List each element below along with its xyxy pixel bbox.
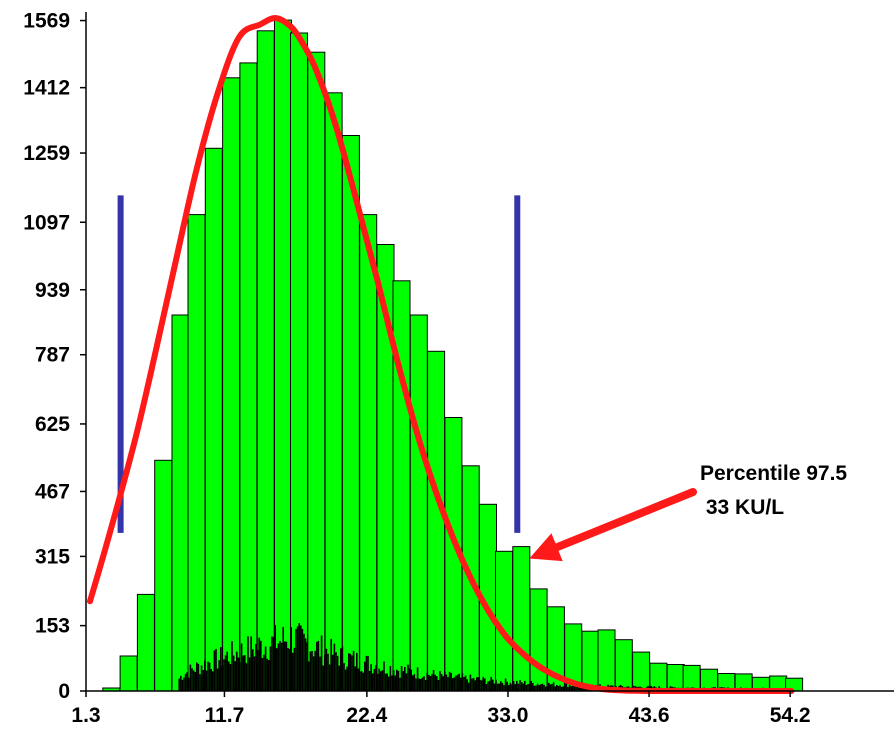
histogram-bar — [512, 546, 531, 692]
x-tick-label: 33.0 — [488, 704, 529, 726]
y-tick-label: 1412 — [23, 77, 70, 100]
x-ticks: 1.3 11.7 22.4 33.0 43.6 54.2 — [71, 691, 811, 727]
annotation-line-1: Percentile 97.5 — [700, 462, 847, 485]
y-tick-label: 315 — [35, 545, 70, 568]
reference-lines — [117, 195, 521, 533]
annotation: Percentile 97.5 33 KU/L — [529, 462, 847, 562]
histogram-bar — [359, 214, 378, 692]
histogram-bar — [290, 32, 308, 692]
histogram-bar — [256, 30, 275, 692]
y-tick-label: 625 — [35, 413, 70, 436]
y-tick-label: 1097 — [23, 211, 70, 234]
histogram-bar — [171, 314, 190, 692]
y-tick-label: 1259 — [23, 142, 70, 165]
histogram-bar — [239, 62, 258, 692]
y-tick-label: 939 — [35, 279, 70, 302]
histogram-bar — [529, 588, 548, 692]
histogram-bar — [274, 19, 292, 692]
y-tick-label: 787 — [35, 344, 70, 367]
annotation-arrow-shaft — [553, 488, 697, 552]
histogram-bar — [409, 314, 428, 692]
histogram-bar — [136, 593, 155, 692]
green-bars — [102, 19, 804, 692]
annotation-arrow-head — [529, 533, 563, 562]
x-tick-label: 54.2 — [770, 704, 811, 726]
histogram-bar — [187, 214, 206, 692]
histogram-bar — [632, 651, 651, 692]
histogram-bar — [427, 350, 446, 692]
y-tick-label: 153 — [35, 615, 70, 638]
histogram-bar — [597, 629, 616, 692]
histogram-bar — [324, 92, 343, 692]
x-tick-label: 11.7 — [205, 704, 245, 726]
histogram-bar — [682, 664, 701, 692]
y-ticks: 0 153 315 467 625 787 939 1097 1259 1412 1569 — [23, 10, 86, 703]
fitted-curve — [87, 15, 795, 695]
annotation-line-2: 33 KU/L — [700, 496, 784, 519]
x-tick-label: 1.3 — [71, 704, 100, 726]
x-tick-label: 43.6 — [629, 704, 670, 726]
histogram-bar — [119, 655, 138, 692]
histogram-bar — [204, 147, 223, 692]
histogram-bar — [341, 135, 360, 692]
histogram-bar — [614, 639, 633, 692]
y-tick-label: 0 — [58, 680, 70, 703]
histogram-bar — [222, 77, 241, 692]
y-tick-label: 467 — [35, 480, 70, 503]
histogram-bar — [307, 51, 326, 692]
axes — [85, 12, 894, 692]
histogram-bar — [581, 630, 600, 692]
histogram-bar — [154, 459, 173, 692]
y-tick-label: 1569 — [23, 10, 70, 33]
x-tick-label: 22.4 — [346, 704, 387, 726]
